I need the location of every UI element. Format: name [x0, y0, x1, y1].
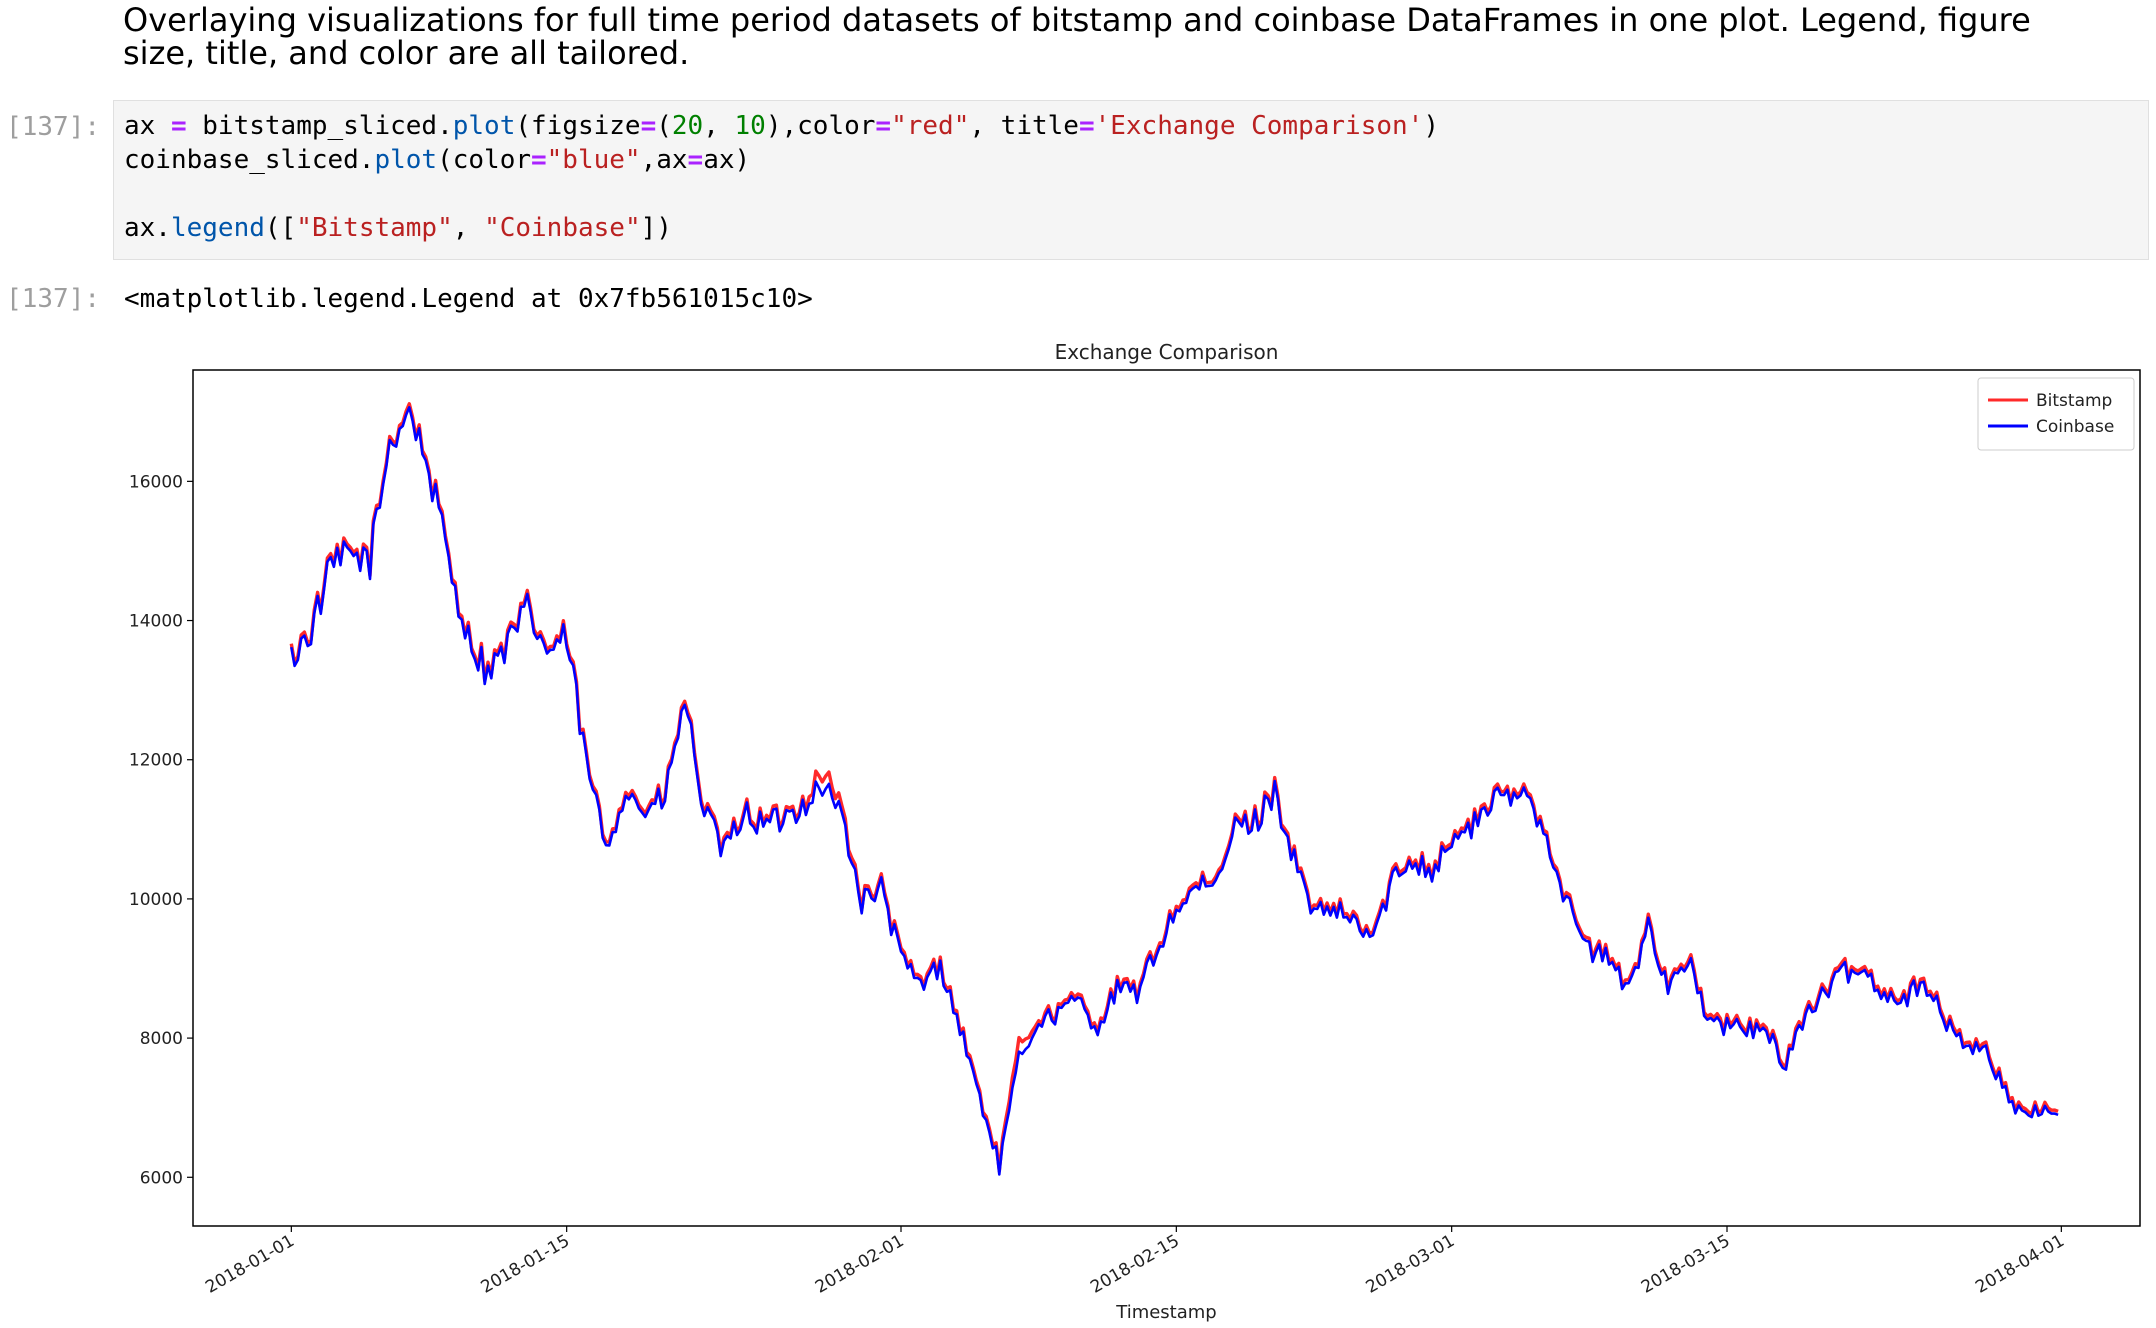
- x-tick-label: 2018-03-01: [1363, 1231, 1459, 1298]
- y-tick-label: 8000: [140, 1029, 183, 1049]
- code-line-2: coinbase_sliced.plot(color="blue",ax=ax): [124, 145, 751, 175]
- code-cell[interactable]: ax = bitstamp_sliced.plot(figsize=(20, 1…: [113, 100, 2149, 260]
- x-axis-label: Timestamp: [1115, 1302, 1216, 1323]
- markdown-heading: Overlaying visualizations for full time …: [123, 1, 2031, 72]
- x-tick-label: 2018-01-15: [478, 1231, 574, 1298]
- y-tick-label: 12000: [129, 751, 183, 771]
- x-tick-label: 2018-03-15: [1638, 1231, 1734, 1298]
- y-tick-label: 6000: [140, 1168, 183, 1188]
- x-tick-label: 2018-02-15: [1087, 1231, 1183, 1298]
- x-tick-label: 2018-04-01: [1972, 1231, 2068, 1298]
- code-line-3: [124, 177, 2138, 211]
- legend-label-coinbase: Coinbase: [2036, 417, 2114, 437]
- code-line-1: ax = bitstamp_sliced.plot(figsize=(20, 1…: [124, 111, 1439, 141]
- y-tick-label: 14000: [129, 612, 183, 632]
- legend-box: [1977, 377, 2135, 451]
- code-line-4: ax.legend(["Bitstamp", "Coinbase"]): [124, 213, 672, 243]
- series-line-coinbase: [290, 406, 2059, 1176]
- y-tick-label: 16000: [129, 472, 183, 492]
- output-prompt: [137]:: [6, 284, 100, 314]
- exchange-comparison-chart: Exchange Comparison 6000 8000 10000 12000 140…: [129, 340, 2141, 1323]
- chart-title: Exchange Comparison: [1055, 340, 1279, 364]
- legend-label-bitstamp: Bitstamp: [2036, 391, 2112, 411]
- input-prompt: [137]:: [6, 112, 100, 142]
- x-tick-label: 2018-01-01: [202, 1231, 298, 1298]
- output-text: <matplotlib.legend.Legend at 0x7fb561015…: [124, 284, 813, 314]
- plot-frame: [192, 369, 2141, 1227]
- x-tick-label: 2018-02-01: [812, 1231, 908, 1298]
- y-tick-label: 10000: [129, 890, 183, 910]
- series-line-bitstamp: [289, 402, 2059, 1173]
